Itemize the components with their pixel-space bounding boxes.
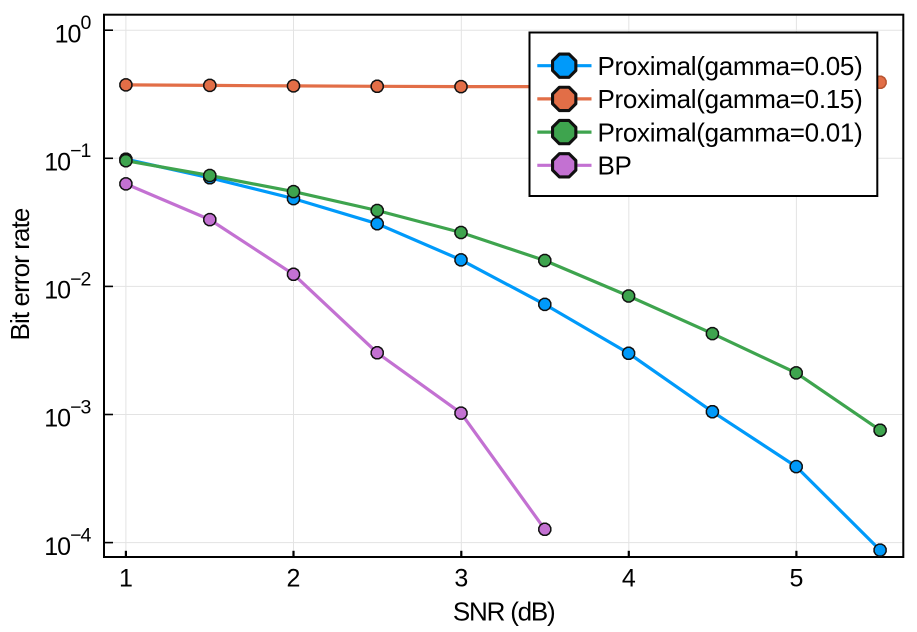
svg-text:5: 5 [789, 565, 803, 593]
svg-text:4: 4 [622, 565, 636, 593]
svg-text:SNR (dB): SNR (dB) [453, 597, 555, 627]
svg-text:Bit error rate: Bit error rate [5, 208, 35, 340]
svg-text:3: 3 [454, 565, 468, 593]
svg-text:1: 1 [119, 565, 133, 593]
svg-text:Proximal(gamma=0.05): Proximal(gamma=0.05) [598, 51, 863, 81]
svg-text:Proximal(gamma=0.01): Proximal(gamma=0.01) [598, 117, 863, 147]
svg-text:Proximal(gamma=0.15): Proximal(gamma=0.15) [598, 84, 863, 114]
svg-text:2: 2 [287, 565, 301, 593]
svg-text:BP: BP [598, 151, 632, 181]
